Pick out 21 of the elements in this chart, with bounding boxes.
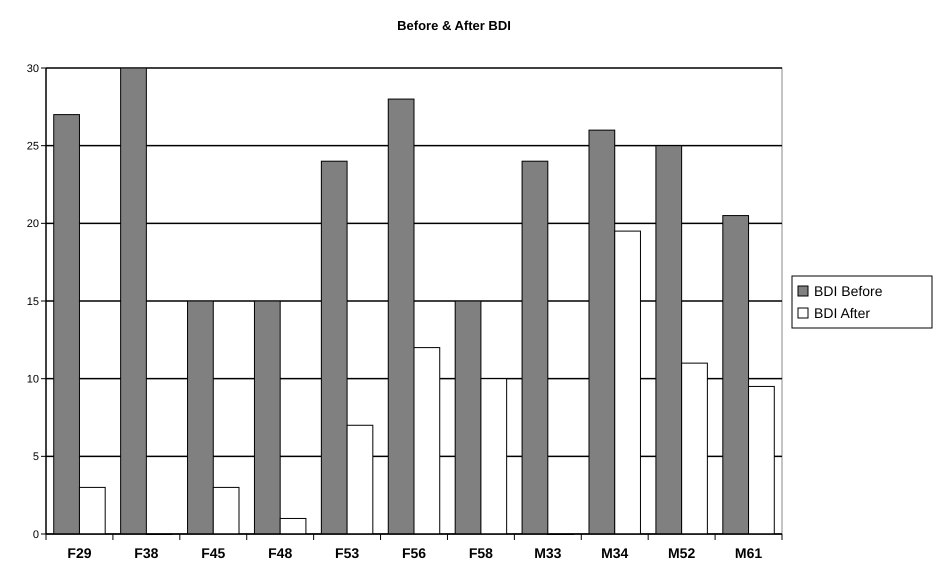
x-tick-label: M61 <box>734 545 762 561</box>
x-tick-label: M52 <box>668 545 696 561</box>
x-tick-label: F58 <box>468 545 494 561</box>
y-tick-label: 20 <box>26 218 39 230</box>
y-tick-label: 15 <box>26 296 39 308</box>
y-tick-label: 10 <box>26 374 39 386</box>
x-tick-label: M34 <box>601 545 629 561</box>
y-tick-label: 30 <box>26 62 39 75</box>
y-tick-label: 25 <box>26 140 39 153</box>
x-tick-label: F53 <box>335 545 360 561</box>
x-tick-label: F48 <box>268 545 292 561</box>
x-tick-label: F45 <box>201 545 226 561</box>
x-tick-label: M33 <box>534 545 562 561</box>
chart-title: Before & After BDI <box>397 18 511 33</box>
legend-label: BDI Before <box>814 282 883 299</box>
x-tick-label: F56 <box>402 545 426 561</box>
x-tick-label: F38 <box>134 545 159 561</box>
legend-label: BDI After <box>814 304 870 321</box>
y-tick-label: 5 <box>32 451 39 464</box>
x-tick-label: F29 <box>67 545 92 561</box>
y-tick-label: 0 <box>32 528 39 541</box>
